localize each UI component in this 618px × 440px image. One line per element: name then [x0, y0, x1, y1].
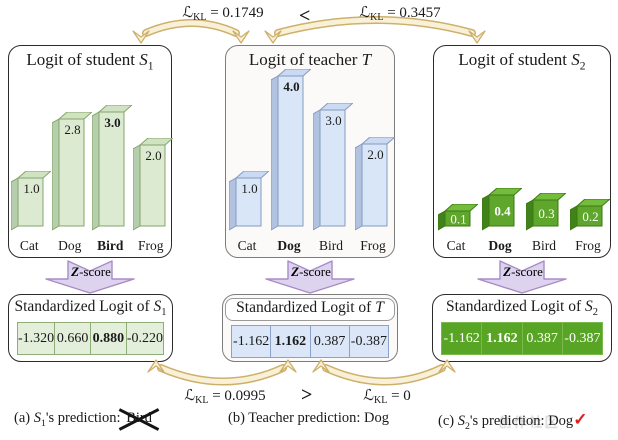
panel-student2-standardized: Standardized Logit of S2 -1.162 1.162 0.38…	[432, 294, 612, 362]
bar-3d: 1.0	[229, 171, 269, 231]
panel-teacher-logit: Logit of teacher T 1.0 4.0 3.0 2.0 Cat Dog Bi…	[225, 45, 395, 258]
category-labels: Cat Dog Bird Frog	[434, 238, 610, 254]
bar-chart-student2: 0.1 0.4 0.3 0.2	[434, 51, 610, 231]
bar-value-label: 0.3	[538, 206, 554, 221]
bar-value-label: 2.0	[145, 148, 161, 163]
bar-chart-student1: 1.0 2.8 3.0 2.0	[9, 51, 173, 231]
panel-title: Logit of teacher T	[248, 50, 372, 69]
category-label: Dog	[277, 238, 301, 253]
bar-value-label: 0.4	[494, 204, 511, 219]
arrowhead-down	[264, 30, 282, 44]
standardized-cells: -1.320 0.660 0.880 -0.220	[17, 322, 164, 356]
kl-loss-bottom-right: ℒKL = 0	[363, 386, 411, 406]
caption-a: (a) S1's prediction: Bird	[14, 410, 152, 429]
panel-student1-standardized: Standardized Logit of S1 -1.320 0.660 0.88…	[8, 294, 173, 362]
panel-title: Standardized Logit of T	[223, 298, 397, 322]
category-label: Dog	[488, 238, 512, 253]
bar-3d: 0.1	[438, 204, 478, 231]
category-label: Bird	[318, 238, 343, 253]
arrowhead-down	[468, 30, 486, 44]
caption-b: (b) Teacher prediction: Dog	[228, 410, 389, 426]
title-box: Standardized Logit of T	[225, 298, 395, 322]
panel-title: Standardized Logit of S1	[14, 298, 167, 319]
logit-cell: -1.162	[232, 326, 271, 358]
bar-3d: 1.0	[11, 171, 52, 231]
crossed-out-prediction: Bird	[126, 410, 152, 426]
logit-cell: -0.220	[125, 323, 163, 355]
category-label: Frog	[575, 238, 601, 253]
category-label: Cat	[19, 238, 39, 253]
bar-value-label: 0.1	[450, 212, 466, 227]
panel-student2-logit: Logit of student S2 0.1 0.4 0.3 0.2 Cat Dog B…	[433, 45, 611, 258]
kl-loss-bottom-left: ℒKL = 0.0995	[184, 386, 266, 406]
category-label: Cat	[237, 238, 257, 253]
bar-3d: 4.0	[271, 69, 311, 231]
logit-cell: 0.387	[521, 323, 562, 355]
bar-3d: 0.3	[526, 193, 566, 231]
zscore-arrow: Z-score	[45, 260, 135, 294]
caption-c: (c) S2's prediction: Dog✓	[438, 410, 588, 432]
comparator-bottom: >	[301, 384, 313, 406]
logit-cell: 0.880	[90, 323, 126, 355]
bar-3d: 2.8	[51, 112, 92, 231]
arrowhead-down	[232, 30, 250, 44]
logit-cell: 1.162	[481, 323, 522, 355]
bar-3d: 3.0	[313, 103, 353, 231]
check-icon: ✓	[573, 410, 588, 429]
svg-text:Z-score: Z-score	[70, 264, 111, 279]
bar-3d: 2.0	[132, 138, 173, 231]
panel-title: Logit of student S2	[458, 50, 586, 73]
category-labels: Cat Dog Bird Frog	[9, 238, 171, 254]
logit-cell: -1.320	[18, 323, 55, 355]
logit-cell: 0.660	[54, 323, 90, 355]
zscore-arrow: Z-score	[265, 260, 355, 294]
category-label: Cat	[446, 238, 466, 253]
bar-value-label: 1.0	[241, 181, 257, 196]
bar-3d: 2.0	[355, 137, 395, 231]
svg-text:Z-score: Z-score	[502, 264, 543, 279]
panel-title: Standardized Logit of S2	[445, 298, 599, 319]
arrowhead-down	[132, 30, 150, 44]
bar-3d: 0.2	[570, 199, 610, 231]
logit-cell: 0.387	[309, 326, 349, 358]
bar-value-label: 3.0	[325, 113, 341, 128]
kl-loss-top-left: ℒKL = 0.1749	[182, 3, 264, 23]
logit-cell: 1.162	[270, 326, 310, 358]
svg-text:Z-score: Z-score	[290, 264, 331, 279]
bar-3d: 0.4	[482, 188, 522, 231]
category-label: Dog	[58, 238, 82, 253]
zscore-arrow: Z-score	[477, 260, 567, 294]
logit-cell: -0.387	[348, 326, 388, 358]
category-labels: Cat Dog Bird Frog	[226, 238, 394, 254]
standardized-cells: -1.162 1.162 0.387 -0.387	[441, 322, 603, 356]
category-label: Bird	[97, 238, 124, 253]
comparator-top: <	[299, 5, 311, 27]
category-label: Bird	[531, 238, 556, 253]
bar-value-label: 2.0	[367, 147, 383, 162]
bar-value-label: 1.0	[24, 181, 40, 196]
logit-cell: -1.162	[442, 323, 482, 355]
bar-value-label: 3.0	[105, 115, 121, 130]
category-label: Frog	[360, 238, 386, 253]
bar-chart-teacher: 1.0 4.0 3.0 2.0	[226, 51, 395, 231]
bar-3d: 3.0	[92, 105, 133, 231]
watermark: 创作社区	[498, 415, 560, 431]
panel-title: Logit of student S1	[26, 50, 154, 73]
category-label: Frog	[137, 238, 164, 253]
bar-value-label: 4.0	[283, 79, 299, 94]
bar-value-label: 2.8	[64, 122, 80, 137]
logit-cell: -0.387	[561, 323, 602, 355]
standardized-cells: -1.162 1.162 0.387 -0.387	[231, 325, 389, 359]
panel-teacher-standardized: Standardized Logit of T -1.162 1.162 0.387…	[222, 294, 398, 362]
kl-loss-top-right: ℒKL = 0.3457	[359, 3, 441, 23]
panel-student1-logit: Logit of student S1 1.0 2.8 3.0 2.0 Cat Dog B…	[8, 45, 173, 258]
bar-value-label: 0.2	[582, 209, 598, 224]
